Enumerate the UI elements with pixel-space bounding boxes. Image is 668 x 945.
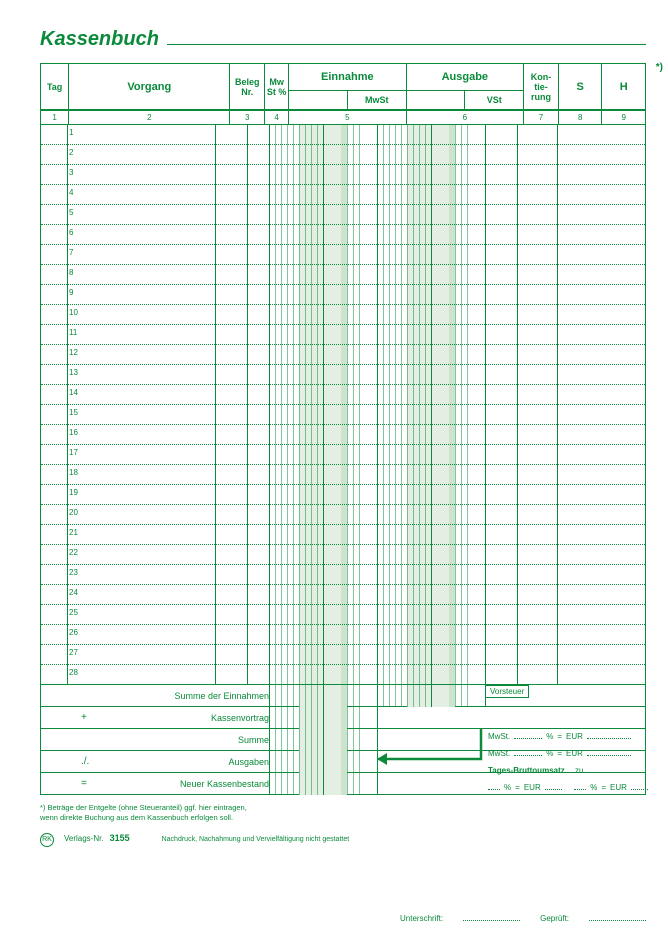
header-row: Tag Vorgang Beleg Nr. Mw St % Einnahme M…	[40, 63, 646, 110]
col-h: H *)	[602, 64, 646, 110]
row-number: 21	[69, 528, 78, 537]
row-number: 17	[69, 448, 78, 457]
row-number: 3	[69, 168, 73, 177]
row-number: 5	[69, 208, 73, 217]
table-row: 4	[41, 185, 645, 205]
geprueft-line	[589, 911, 646, 921]
col-s: S	[558, 64, 602, 110]
table-row: 25	[41, 605, 645, 625]
row-number: 23	[69, 568, 78, 577]
col-einnahme: Einnahme MwSt	[289, 64, 407, 110]
verlag-nr: 3155	[110, 833, 130, 843]
col-beleg: Beleg Nr.	[230, 64, 265, 110]
col-vorgang: Vorgang	[69, 64, 230, 110]
table-row: 13	[41, 365, 645, 385]
row-number: 10	[69, 308, 78, 317]
ledger-grid: Tag Vorgang Beleg Nr. Mw St % Einnahme M…	[40, 63, 646, 797]
legal-text: Nachdruck, Nachahmung und Vervielfältigu…	[162, 836, 350, 843]
row-number: 16	[69, 428, 78, 437]
row-number: 13	[69, 368, 78, 377]
col-number: 3	[230, 111, 265, 125]
page-title: Kassenbuch	[40, 28, 159, 51]
col-kontierung: Kon- tie- rung	[524, 64, 559, 110]
row-number: 4	[69, 188, 73, 197]
table-row: 24	[41, 585, 645, 605]
row-number: 8	[69, 268, 73, 277]
data-rows-area: 1234567891011121314151617181920212223242…	[40, 125, 646, 685]
vorsteuer-box: Vorsteuer	[485, 685, 529, 698]
row-number: 6	[69, 228, 73, 237]
right-calc-block: MwSt.%=EUR MwSt.%=EUR Tages-Bruttoumsatz…	[488, 729, 648, 797]
table-row: 12	[41, 345, 645, 365]
title-underline	[167, 31, 646, 45]
row-number: 1	[69, 128, 73, 137]
table-row: 1	[41, 125, 645, 145]
col-number: 8	[558, 111, 602, 125]
table-row: 3	[41, 165, 645, 185]
table-row: 15	[41, 405, 645, 425]
row-number: 11	[69, 328, 77, 337]
table-row: 19	[41, 485, 645, 505]
row-number: 18	[69, 468, 78, 477]
col-number-row: 123456789	[40, 110, 646, 125]
table-row: 10	[41, 305, 645, 325]
table-row: 2	[41, 145, 645, 165]
col-tag: Tag	[41, 64, 69, 110]
table-row: 28	[41, 665, 645, 685]
publisher-logo-icon: RK	[40, 833, 54, 847]
table-row: 8	[41, 265, 645, 285]
table-row: 21	[41, 525, 645, 545]
row-number: 15	[69, 408, 78, 417]
table-row: 23	[41, 565, 645, 585]
table-row: 7	[41, 245, 645, 265]
table-row: 26	[41, 625, 645, 645]
title-row: Kassenbuch	[40, 28, 646, 51]
row-number: 19	[69, 488, 78, 497]
transfer-arrow-icon	[361, 729, 491, 773]
row-number: 28	[69, 668, 78, 677]
table-row: 14	[41, 385, 645, 405]
row-number: 27	[69, 648, 78, 657]
table-row: 18	[41, 465, 645, 485]
col-number: 1	[41, 111, 69, 125]
row-number: 24	[69, 588, 78, 597]
row-number: 22	[69, 548, 78, 557]
table-row: 20	[41, 505, 645, 525]
col-number: 4	[265, 111, 289, 125]
table-row: 16	[41, 425, 645, 445]
table-row: 27	[41, 645, 645, 665]
signature-row: Unterschrift: Geprüft:	[400, 911, 646, 923]
table-row: 11	[41, 325, 645, 345]
table-row: 5	[41, 205, 645, 225]
table-row: 6	[41, 225, 645, 245]
row-number: 2	[69, 148, 73, 157]
geprueft-label: Geprüft:	[540, 914, 569, 923]
table-row: 17	[41, 445, 645, 465]
col-number: 5	[289, 111, 407, 125]
row-number: 14	[69, 388, 78, 397]
col-number: 7	[524, 111, 559, 125]
col-number: 2	[69, 111, 230, 125]
row-number: 20	[69, 508, 78, 517]
unterschrift-label: Unterschrift:	[400, 914, 443, 923]
footnote: *) Beträge der Entgelte (ohne Steuerante…	[40, 803, 646, 823]
unterschrift-line	[463, 911, 520, 921]
row-number: 25	[69, 608, 78, 617]
col-ausgabe: Ausgabe VSt	[406, 64, 524, 110]
row-number: 26	[69, 628, 78, 637]
table-row: 9	[41, 285, 645, 305]
star-note: *)	[656, 62, 663, 73]
row-number: 12	[69, 348, 78, 357]
col-number: 9	[602, 111, 646, 125]
footer: RK Verlags-Nr. 3155 Nachdruck, Nachahmun…	[40, 833, 646, 847]
verlag-label: Verlags-Nr.	[64, 834, 104, 843]
col-number: 6	[406, 111, 524, 125]
col-mwst: Mw St %	[265, 64, 289, 110]
table-row: 22	[41, 545, 645, 565]
row-number: 9	[69, 288, 73, 297]
row-number: 7	[69, 248, 73, 257]
